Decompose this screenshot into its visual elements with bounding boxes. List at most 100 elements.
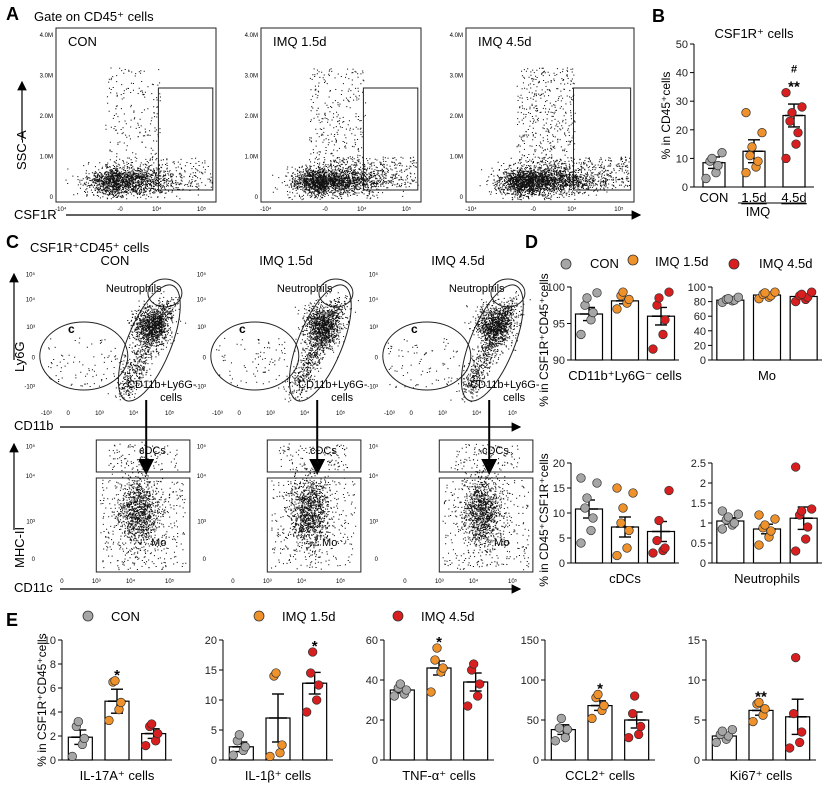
significance-label: * bbox=[597, 680, 603, 697]
scatter-events bbox=[48, 337, 117, 387]
condition-label: IMQ 1.5d bbox=[273, 34, 326, 49]
data-point bbox=[438, 663, 448, 673]
data-point bbox=[801, 534, 811, 544]
panel-b: 0 10 20 30 40 50 CSF1R⁺ cells CON 1.5d ** #4.5d % i… bbox=[659, 26, 814, 219]
plot-frame bbox=[465, 27, 635, 203]
x-tick-label: 0 bbox=[231, 579, 235, 585]
gate-label-cd11b-line2: cells bbox=[503, 392, 526, 404]
x-tick-label: 0 bbox=[238, 411, 242, 417]
data-point bbox=[654, 293, 664, 303]
data-point bbox=[271, 668, 281, 678]
y-tick-label: 0 bbox=[372, 755, 378, 767]
y-tick-label: 1.5 bbox=[691, 498, 706, 510]
data-point bbox=[723, 294, 733, 304]
x-tick-label: 10⁴ bbox=[472, 410, 482, 417]
y-tick-label: 100 bbox=[521, 675, 539, 687]
data-point bbox=[781, 87, 791, 98]
y-tick-label: 10⁴ bbox=[369, 296, 379, 303]
y-tick-label: 1.0M bbox=[40, 155, 53, 161]
scatter-events bbox=[99, 479, 187, 571]
scatter-events bbox=[105, 441, 171, 567]
c-gate bbox=[210, 321, 300, 391]
data-point bbox=[582, 493, 592, 503]
x-tick-label: 10⁴ bbox=[357, 206, 367, 213]
data-point bbox=[469, 659, 479, 669]
panel-a-plot-2: IMQ 4.5d 4.0M 3.0M 2.0M 1.0M 0-10⁴ -0 10⁴ 10⁵ bbox=[450, 27, 635, 213]
significance-label: ** bbox=[788, 79, 800, 96]
x-axis-label: Mo bbox=[758, 368, 776, 383]
cdc-gate bbox=[438, 439, 534, 473]
mo-gate bbox=[438, 477, 534, 573]
y-tick-label: 10³ bbox=[26, 325, 35, 331]
y-tick-label: 10³ bbox=[26, 519, 35, 525]
panel-c-bottom-plot-1: 10⁵ 10⁴ 10³ 0 0 10³ 10⁴ 10⁵ cDCs Mo bbox=[197, 439, 362, 585]
data-point bbox=[797, 289, 807, 299]
legend-e-imq15-label: IMQ 1.5d bbox=[282, 609, 335, 624]
y-tick-label: 0 bbox=[375, 355, 379, 361]
panel-c-top-plot-0: CON 10⁵ 10⁴ 10³ 0 -10³ -10³ 0 10³ 10⁴ 10⁵ Neutrophi… bbox=[24, 253, 197, 475]
y-tick-label: 10 bbox=[205, 695, 217, 707]
data-point bbox=[717, 148, 727, 158]
y-tick-label: 15 bbox=[553, 483, 565, 495]
legend-e-imq45-label: IMQ 4.5d bbox=[421, 609, 474, 624]
legend-d-imq15-label: IMQ 1.5d bbox=[655, 254, 708, 269]
data-point bbox=[622, 543, 632, 553]
y-tick-label: 2 bbox=[50, 731, 56, 743]
y-tick-label: 1.0M bbox=[245, 155, 258, 161]
data-point bbox=[711, 737, 721, 748]
x-tick-label: 10⁵ bbox=[165, 578, 175, 585]
data-point bbox=[67, 751, 77, 762]
data-point bbox=[664, 287, 674, 297]
y-tick-label: 10³ bbox=[369, 519, 378, 525]
y-axis-label: % in CD45⁺CSF1R⁺cells bbox=[537, 453, 551, 586]
y-tick-label: 150 bbox=[521, 635, 539, 647]
data-point bbox=[554, 723, 564, 733]
x-tick-label: 10⁵ bbox=[165, 410, 175, 417]
y-tick-label: 5 bbox=[559, 533, 565, 545]
data-point bbox=[770, 287, 780, 297]
x-tick-label: 10⁴ bbox=[300, 410, 310, 417]
x-axis-label: Ki67⁺ cells bbox=[730, 768, 793, 783]
data-point bbox=[624, 732, 634, 743]
data-point bbox=[791, 546, 801, 556]
panel-c-flow-plots: CON 10⁵ 10⁴ 10³ 0 -10³ -10³ 0 10³ 10⁴ 10⁵ Neutrophi… bbox=[24, 253, 540, 585]
data-point bbox=[576, 538, 586, 548]
data-point bbox=[110, 676, 120, 686]
scatter-events bbox=[328, 156, 417, 188]
x-axis-label: IL-1β⁺ cells bbox=[245, 768, 312, 783]
gate-label-cdcs: cDCs bbox=[482, 445, 509, 457]
panel-a-plot-0: CON 4.0M 3.0M 2.0M 1.0M 0-10⁴ -0 10⁴ 10⁵ bbox=[40, 27, 217, 213]
legend-e-imq45-marker bbox=[392, 610, 404, 622]
gate-label-cd11b-line1: CD11b+Ly6G- bbox=[298, 379, 368, 391]
y-tick-label: 0 bbox=[203, 557, 207, 563]
y-tick-label: 0 bbox=[533, 755, 539, 767]
condition-label: CON bbox=[101, 253, 130, 268]
data-point bbox=[807, 504, 817, 514]
legend-e-con-marker bbox=[82, 610, 94, 622]
data-point bbox=[560, 732, 570, 743]
condition-label: CON bbox=[68, 34, 97, 49]
y-tick-label: 10⁵ bbox=[26, 443, 36, 450]
x-tick-label: 10³ bbox=[266, 411, 275, 417]
data-point bbox=[116, 697, 126, 708]
gate-label-cdcs: cDCs bbox=[139, 445, 166, 457]
x-tick-label: 10⁴ bbox=[297, 578, 307, 585]
y-tick-label: 20 bbox=[205, 635, 217, 647]
y-tick-label: 40 bbox=[694, 326, 706, 338]
y-tick-label: 0 bbox=[559, 558, 565, 570]
scatter-events bbox=[127, 292, 187, 358]
chart-E4: 0 50 100 150 * CCL2⁺ cells bbox=[521, 635, 655, 783]
data-point bbox=[754, 697, 764, 708]
significance-label: # bbox=[791, 64, 797, 76]
x-tick-label: -10⁴ bbox=[260, 206, 272, 213]
scatter-events bbox=[65, 150, 213, 200]
data-point bbox=[592, 288, 602, 298]
y-tick-label: -10³ bbox=[24, 384, 35, 390]
data-point bbox=[770, 514, 780, 524]
data-point bbox=[616, 518, 626, 528]
y-tick-label: 10⁵ bbox=[197, 443, 207, 450]
y-tick-label: 0 bbox=[682, 182, 688, 194]
csf1r-gate bbox=[157, 87, 214, 191]
y-tick-label: 4 bbox=[50, 707, 56, 719]
